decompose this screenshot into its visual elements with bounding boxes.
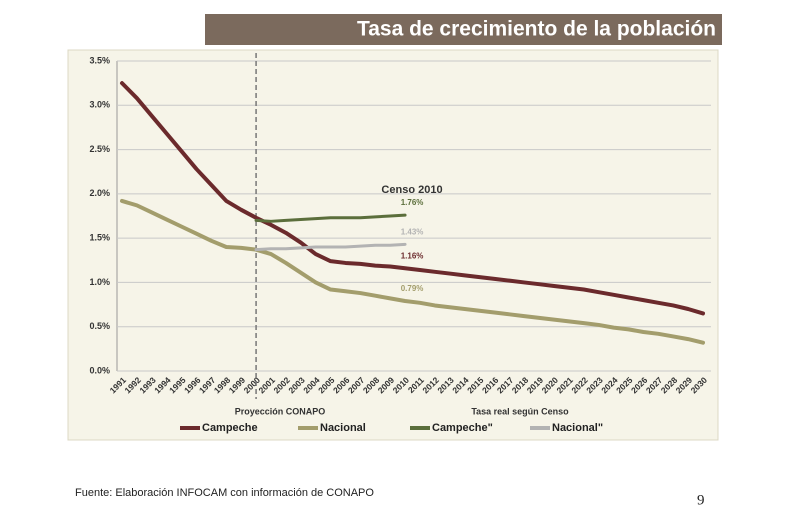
legend-label: Campeche bbox=[202, 422, 258, 434]
page-number: 9 bbox=[697, 492, 705, 508]
y-tick-label: 3.0% bbox=[89, 100, 110, 110]
title-banner bbox=[205, 14, 722, 45]
value-label: 0.79% bbox=[401, 284, 424, 293]
series-line bbox=[120, 198, 705, 345]
y-tick-label: 0.0% bbox=[89, 365, 110, 375]
value-label: 1.43% bbox=[401, 227, 424, 236]
legend-label: Nacional" bbox=[552, 422, 603, 434]
series-line bbox=[254, 213, 407, 223]
y-tick-label: 1.5% bbox=[89, 233, 110, 243]
y-tick-label: 1.0% bbox=[89, 277, 110, 287]
x-group-label: Proyección CONAPO bbox=[235, 406, 326, 416]
y-tick-label: 2.0% bbox=[89, 188, 110, 198]
series-line bbox=[120, 81, 705, 316]
value-label: 1.16% bbox=[401, 251, 424, 260]
x-group-label: Tasa real según Censo bbox=[471, 406, 569, 416]
y-tick-label: 2.5% bbox=[89, 144, 110, 154]
y-tick-label: 0.5% bbox=[89, 321, 110, 331]
annotation: Censo 2010 bbox=[381, 184, 442, 196]
series-line bbox=[254, 242, 407, 252]
title: Tasa de crecimiento de la población bbox=[357, 18, 716, 41]
legend-label: Campeche" bbox=[432, 422, 493, 434]
legend-label: Nacional bbox=[320, 422, 366, 434]
value-label: 1.76% bbox=[401, 198, 424, 207]
source: Fuente: Elaboración INFOCAM con informac… bbox=[75, 487, 374, 499]
y-tick-label: 3.5% bbox=[89, 55, 110, 65]
